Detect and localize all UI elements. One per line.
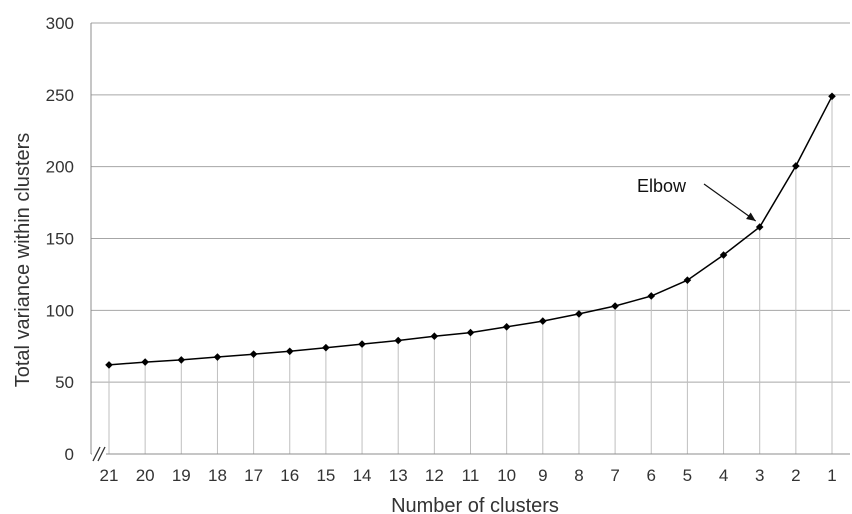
annotation-arrow (703, 183, 757, 222)
annotation-label: Elbow (637, 176, 687, 196)
x-tick-label: 13 (389, 466, 408, 485)
grid-lines (91, 22, 850, 383)
x-tick-label: 17 (244, 466, 263, 485)
data-point (213, 353, 222, 361)
axis-break-marker (92, 446, 106, 462)
y-tick-label: 200 (46, 158, 74, 177)
x-tick-label: 16 (280, 466, 299, 485)
x-tick-label: 8 (574, 466, 583, 485)
x-tick-label: 20 (136, 466, 155, 485)
x-tick-label: 21 (100, 466, 119, 485)
x-tick-label: 9 (538, 466, 547, 485)
drop-lines (108, 96, 833, 454)
x-tick-label: 10 (497, 466, 516, 485)
x-tick-label: 11 (462, 466, 480, 485)
y-tick-label: 150 (46, 230, 74, 249)
x-tick-label: 19 (172, 466, 191, 485)
data-point (358, 340, 366, 348)
y-tick-label: 100 (46, 301, 74, 320)
y-tick-label: 50 (55, 373, 74, 392)
y-tick-label: 0 (65, 445, 74, 464)
data-point (466, 328, 475, 337)
data-point (249, 350, 258, 358)
data-point (719, 251, 728, 259)
data-point (611, 302, 619, 310)
data-point (394, 336, 402, 345)
x-tick-label: 15 (316, 466, 335, 485)
data-point (828, 92, 836, 101)
data-point (792, 162, 800, 170)
x-tick-label: 14 (353, 466, 372, 485)
series (105, 92, 836, 369)
annotations: Elbow (637, 176, 757, 222)
data-point (683, 276, 692, 284)
data-point (502, 323, 511, 331)
x-tick-label: 7 (610, 466, 619, 485)
y-tick-label: 300 (46, 14, 74, 33)
x-tick-label: 4 (719, 466, 728, 485)
data-point (285, 347, 294, 356)
x-tick-label: 12 (425, 466, 444, 485)
annotation-arrowhead (746, 212, 756, 222)
x-tick-label: 2 (791, 466, 800, 485)
data-point (539, 317, 547, 325)
data-point (141, 358, 149, 366)
y-tick-label: 250 (46, 86, 74, 105)
data-point (647, 292, 656, 300)
x-tick-label: 18 (208, 466, 227, 485)
x-tick-label: 1 (827, 466, 836, 485)
x-tick-label: 5 (683, 466, 692, 485)
data-point (177, 356, 186, 364)
data-point (430, 332, 439, 340)
axes (90, 23, 850, 462)
data-point (755, 223, 764, 231)
x-tick-label: 6 (647, 466, 656, 485)
data-point (575, 310, 583, 318)
x-tick-label: 3 (755, 466, 764, 485)
data-point (322, 343, 330, 352)
y-axis-title: Total variance within clusters (12, 133, 34, 388)
x-axis-title: Number of clusters (391, 495, 559, 514)
data-point (105, 361, 113, 369)
